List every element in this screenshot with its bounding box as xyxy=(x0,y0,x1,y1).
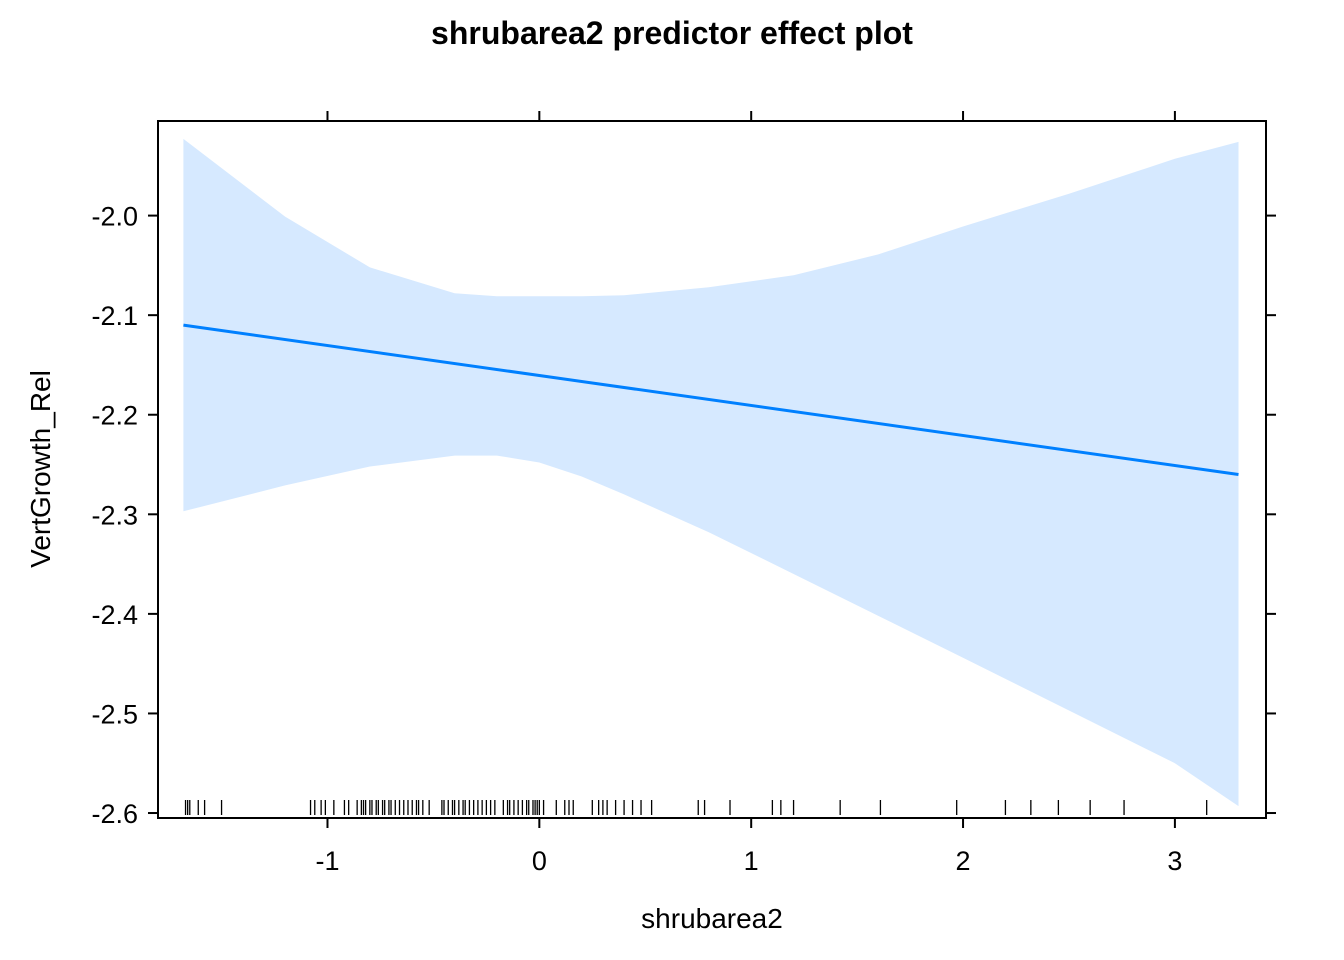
y-tick-label: -2.4 xyxy=(91,600,138,630)
y-tick-label: -2.3 xyxy=(91,500,138,530)
y-tick-label: -2.2 xyxy=(91,401,138,431)
x-tick-label: -1 xyxy=(315,846,339,876)
y-axis-label: VertGrowth_Rel xyxy=(25,370,56,568)
confidence-band xyxy=(183,138,1239,807)
x-tick-label: 1 xyxy=(744,846,759,876)
fit-line-layer xyxy=(183,323,1239,476)
axis-layer: -1 0 1 2 3 -2.0 -2.1 -2.2 -2.3 -2.4 -2.5 -2.6 xyxy=(91,111,1276,876)
x-tick-label: 0 xyxy=(532,846,547,876)
y-tick-label: -2.5 xyxy=(91,699,138,729)
x-tick-label: 3 xyxy=(1167,846,1182,876)
plot-frame xyxy=(157,120,1267,819)
chart-title: shrubarea2 predictor effect plot xyxy=(431,15,913,51)
fit-line xyxy=(183,323,1239,476)
x-axis-label: shrubarea2 xyxy=(641,903,783,934)
y-tick-label: -2.1 xyxy=(91,301,138,331)
y-tick-label: -2.6 xyxy=(91,799,138,829)
rug-layer xyxy=(184,800,1208,815)
confidence-band-layer xyxy=(183,138,1239,807)
y-tick-label: -2.0 xyxy=(91,202,138,232)
x-tick-label: 2 xyxy=(956,846,971,876)
